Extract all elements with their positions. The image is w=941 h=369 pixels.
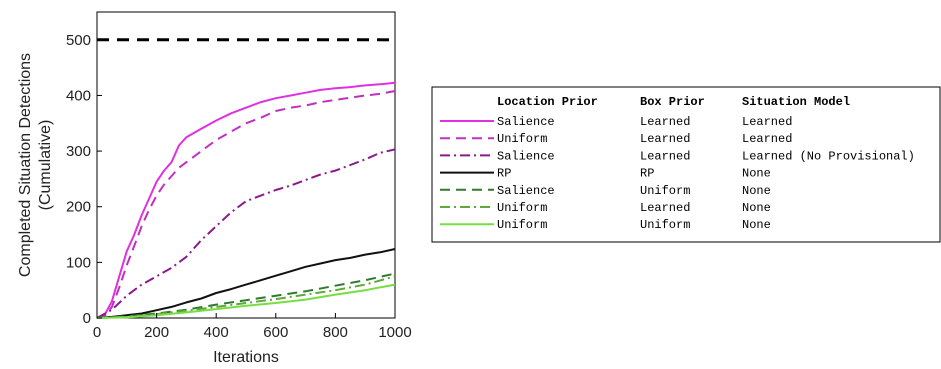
legend-model-1: Learned xyxy=(742,115,792,129)
y-axis-label-line1: Completed Situation Detections xyxy=(17,53,34,277)
legend-box xyxy=(431,86,941,243)
legend-box-prior-3: Learned xyxy=(640,149,690,163)
series-line-4 xyxy=(96,248,396,319)
tick-layer: 0 200 400 600 800 1000 0 100 200 300 400 500 xyxy=(66,32,412,341)
legend-box-prior-4: RP xyxy=(640,167,654,181)
legend-model-4: None xyxy=(742,167,771,181)
legend-location-3: Salience xyxy=(497,149,555,163)
legend-rows: Salience Learned Learned Uniform Learned Lear… xyxy=(440,115,915,232)
plot-area-frame xyxy=(96,11,396,319)
series-line-5 xyxy=(96,272,396,319)
legend-location-1: Salience xyxy=(497,115,555,129)
series-line-1 xyxy=(96,81,396,319)
series-layer xyxy=(96,38,396,319)
legend-box-prior-6: Learned xyxy=(640,201,690,215)
legend-header-model: Situation Model xyxy=(742,95,850,109)
series-line-7 xyxy=(96,283,396,319)
legend-box-prior-5: Uniform xyxy=(640,184,690,198)
legend-header-box: Box Prior xyxy=(640,95,705,109)
y-tick-label: 400 xyxy=(66,87,91,104)
legend: Location Prior Box Prior Situation Model… xyxy=(431,86,941,243)
y-tick-label: 200 xyxy=(66,199,91,216)
series-line-2 xyxy=(96,90,396,319)
legend-model-3: Learned (No Provisional) xyxy=(742,149,915,163)
series-line-3 xyxy=(96,148,396,319)
x-tick-label: 600 xyxy=(263,324,288,341)
legend-location-6: Uniform xyxy=(497,201,547,215)
legend-model-2: Learned xyxy=(742,132,792,146)
legend-location-2: Uniform xyxy=(497,132,547,146)
legend-location-5: Salience xyxy=(497,184,555,198)
legend-location-7: Uniform xyxy=(497,218,547,232)
y-tick-label: 500 xyxy=(66,32,91,49)
legend-box-prior-1: Learned xyxy=(640,115,690,129)
series-line-6 xyxy=(96,275,396,319)
legend-model-6: None xyxy=(742,201,771,215)
x-tick-label: 800 xyxy=(323,324,348,341)
x-axis-label: Iterations xyxy=(213,349,279,366)
y-tick-label: 300 xyxy=(66,143,91,160)
x-tick-label: 0 xyxy=(93,324,101,341)
legend-box-prior-7: Uniform xyxy=(640,218,690,232)
y-tick-label: 0 xyxy=(83,310,91,327)
x-tick-label: 1000 xyxy=(378,324,411,341)
x-tick-label: 200 xyxy=(144,324,169,341)
y-tick-label: 100 xyxy=(66,254,91,271)
legend-box-prior-2: Learned xyxy=(640,132,690,146)
x-tick-label: 400 xyxy=(204,324,229,341)
y-axis-label-line2: (Cumulative) xyxy=(37,120,54,211)
legend-model-5: None xyxy=(742,184,771,198)
legend-model-7: None xyxy=(742,218,771,232)
legend-location-4: RP xyxy=(497,167,511,181)
legend-header-location: Location Prior xyxy=(497,95,598,109)
